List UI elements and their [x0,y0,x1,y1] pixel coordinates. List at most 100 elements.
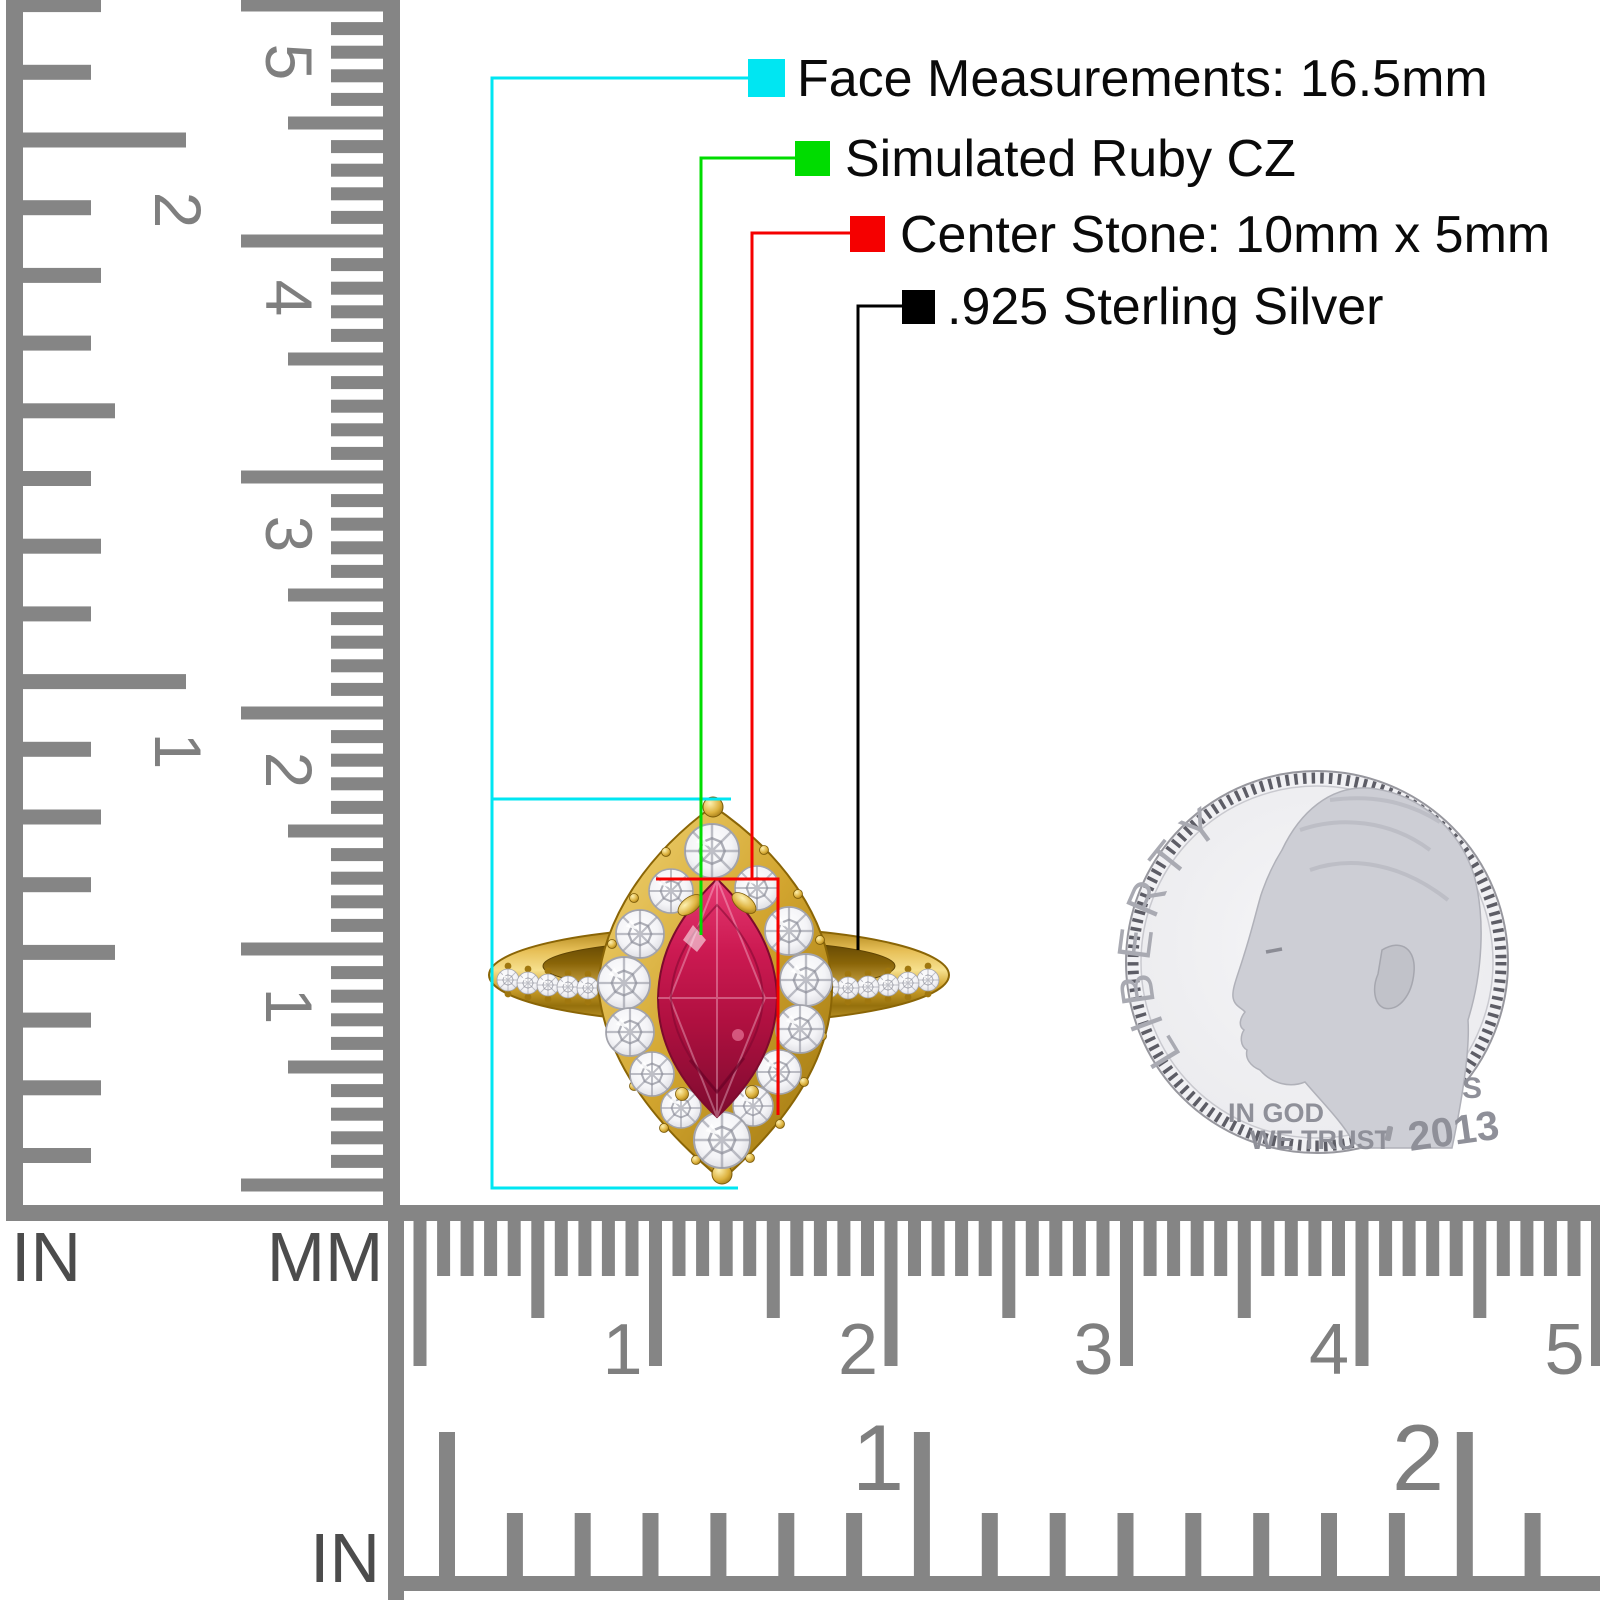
bottom-inch-tick [981,1513,998,1576]
bottom-mm-tick [672,1221,686,1276]
left-mm-tick [331,895,383,909]
bottom-inch-tick [1321,1513,1337,1576]
pave-prong-dot [544,995,552,1003]
left-mm-tick [331,800,383,814]
left-inch-tick [23,0,101,13]
left-mm-number: 5 [252,44,326,81]
bottom-mm-tick [437,1221,451,1276]
left-mm-tick [331,541,383,555]
coin-mint-mark: S [1462,1072,1482,1105]
pave-cz-stone [516,971,540,995]
annotation-leader-lines [490,76,902,1190]
ruler-marks [6,0,1600,1600]
bottom-mm-number: 4 [1309,1310,1349,1390]
bottom-mm-tick [413,1221,427,1366]
bottom-mm-tick [1379,1221,1393,1276]
left-mm-tick [331,399,383,413]
halo-cz-stone [604,1006,656,1058]
annotation-swatches [748,59,935,324]
pave-prong-dot [544,967,552,975]
pave-prong-dot [844,970,852,978]
left-rulers-end-bar [6,1205,386,1221]
left-mm-tick [331,446,383,460]
bottom-mm-tick [1402,1221,1416,1276]
left-mm-tick [331,682,383,696]
face-measure-swatch [748,59,785,97]
bottom-mm-tick [625,1221,639,1276]
bottom-mm-tick [1096,1221,1110,1276]
pave-prong-dot [524,965,532,973]
center-ruby-stone [656,877,779,1119]
bottom-mm-tick [1190,1221,1204,1276]
left-inch-tick [23,606,91,622]
milgrain-bead [659,1123,669,1133]
dime-coin: LIBERTY IN GOD WE TRUST S 2013 [1107,770,1509,1160]
bottom-mm-number: 3 [1073,1310,1113,1390]
left-mm-tick [331,989,383,1003]
left-mm-number: 4 [252,280,326,317]
pave-cz-stone [556,975,580,999]
left-mm-tick [331,635,383,649]
bottom-mm-number: 2 [838,1310,878,1390]
left-inch-tick [23,809,101,825]
bottom-mm-tick [1520,1221,1534,1276]
left-mm-tick [331,494,383,508]
halo-cz-stone [683,822,741,880]
pave-prong-dot [844,998,852,1006]
bottom-mm-tick [578,1221,592,1276]
left-mm-ruler-bar [383,0,400,1221]
left-inch-tick [23,267,101,283]
pave-prong-dot [924,962,932,970]
coin-reeded-edge [1127,772,1507,1152]
bottom-mm-tick [790,1221,804,1276]
left-mm-tick [288,1060,383,1074]
bottom-inch-tick [1185,1513,1202,1576]
left-mm-tick [331,376,383,390]
bottom-inch-tick [1388,1513,1405,1576]
bottom-inch-tick [846,1513,863,1576]
left-mm-number: 1 [252,988,326,1025]
bottom-mm-tick [1355,1221,1369,1366]
bottom-inch-ruler-bar [388,1576,1600,1591]
bottom-inch-tick [778,1513,795,1576]
bottom-inch-tick [1456,1432,1473,1576]
left-mm-tick [331,163,383,177]
bottom-mm-tick [601,1221,615,1276]
pave-prong-dot [584,970,592,978]
left-mm-tick [241,706,383,720]
center-stone-leader [656,231,850,1115]
left-inch-tick [23,1080,101,1096]
pave-prong-dot [884,995,892,1003]
bottom-inch-tick [913,1432,930,1576]
milgrain-bead [661,847,671,857]
left-mm-number: 3 [252,516,326,553]
milgrain-bead [607,939,617,949]
left-mm-tick [331,92,383,106]
pave-prong-dot [524,993,532,1001]
left-inch-tick [23,944,115,960]
bottom-mm-tick [1002,1221,1016,1318]
bottom-mm-tick [978,1221,992,1276]
top-prong-bead [702,796,724,818]
left-mm-tick [241,234,383,248]
left-mm-tick [331,1131,383,1145]
pave-cz-stone [896,971,920,995]
left-inch-tick [23,538,101,554]
bottom-mm-tick [1591,1221,1600,1366]
bottom-inch-number: 1 [852,1405,904,1510]
ruby-prongs [675,892,759,1101]
left-mm-tick [331,1107,383,1121]
bottom-mm-tick [719,1221,733,1276]
bottom-mm-tick [1426,1221,1440,1276]
bottom-inch-tick [574,1513,591,1576]
bottom-mm-tick [1496,1221,1510,1276]
left-mm-tick [331,564,383,578]
left-mm-tick [331,69,383,83]
left-mm-tick [331,281,383,295]
pave-prong-dot [864,997,872,1005]
left-mm-tick [288,824,383,838]
bottom-mm-tick [1308,1221,1322,1276]
bottom-inch-tick [642,1513,659,1576]
left-mm-tick [331,258,383,272]
left-mm-tick [331,187,383,201]
